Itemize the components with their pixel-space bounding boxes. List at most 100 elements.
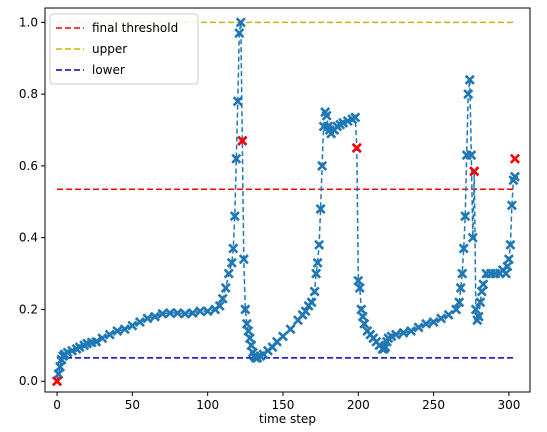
highlight-point-marker	[469, 166, 480, 177]
data-point-marker	[509, 171, 520, 182]
data-point-marker	[238, 254, 249, 265]
x-tick-label: 100	[196, 398, 219, 412]
data-point-marker	[277, 331, 289, 342]
data-point-marker	[500, 268, 511, 279]
data-point-marker	[451, 304, 462, 315]
data-point-marker	[217, 293, 228, 304]
y-tick-label: 0.4	[19, 231, 38, 245]
y-tick-label: 0.6	[19, 159, 38, 173]
data-point-marker	[240, 304, 251, 315]
data-point-marker	[195, 306, 206, 317]
data-point-marker	[443, 309, 454, 320]
data-point-marker	[306, 297, 317, 308]
data-point-marker	[390, 329, 401, 340]
legend-label: lower	[92, 63, 125, 77]
data-point-marker	[202, 306, 213, 317]
legend-box	[49, 13, 199, 85]
data-point-marker	[413, 322, 424, 333]
highlight-point-marker	[509, 153, 520, 164]
data-point-marker	[354, 282, 365, 293]
data-point-marker	[463, 89, 474, 100]
data-point-marker	[502, 261, 513, 272]
series-line	[56, 22, 516, 382]
legend-label: upper	[92, 42, 127, 56]
data-point-marker	[112, 325, 123, 337]
data-point-marker	[142, 313, 153, 324]
y-tick-label: 1.0	[19, 15, 38, 29]
data-point-marker	[180, 308, 191, 319]
highlight-point-marker	[237, 135, 248, 146]
data-point-marker	[475, 297, 486, 308]
data-point-marker	[172, 308, 183, 319]
data-point-marker	[428, 316, 439, 328]
x-tick-label: 200	[347, 398, 370, 412]
data-point-marker	[91, 336, 102, 347]
data-point-marker	[311, 268, 322, 279]
x-tick-label: 150	[272, 398, 295, 412]
data-point-marker	[97, 333, 108, 344]
data-point-marker	[458, 243, 469, 254]
data-point-marker	[476, 286, 487, 297]
plot-area	[44, 7, 531, 393]
data-point-marker	[454, 297, 465, 308]
data-point-marker	[232, 96, 243, 107]
x-tick-label: 250	[422, 398, 445, 412]
highlight-point-marker	[351, 142, 362, 154]
data-point-marker	[157, 308, 168, 319]
data-point-marker	[314, 239, 325, 250]
data-point-marker	[149, 311, 160, 322]
data-point-marker	[243, 325, 254, 337]
data-point-marker	[164, 308, 176, 319]
data-point-marker	[187, 308, 198, 319]
data-point-marker	[104, 329, 115, 340]
y-tick-label: 0.2	[19, 302, 38, 316]
data-point-marker	[460, 211, 471, 222]
data-point-marker	[398, 327, 409, 338]
data-point-marker	[119, 324, 130, 335]
x-axis-label: time step	[259, 412, 316, 426]
data-point-marker	[231, 153, 242, 164]
data-point-marker	[359, 318, 370, 329]
data-point-marker	[353, 275, 364, 286]
data-point-marker	[457, 268, 468, 279]
data-point-marker	[134, 316, 145, 328]
data-point-marker	[300, 306, 311, 317]
y-tick-label: 0.0	[19, 374, 38, 388]
x-tick-label: 300	[497, 398, 520, 412]
data-point-marker	[478, 279, 489, 290]
data-point-marker	[317, 160, 328, 171]
x-tick-label: 50	[125, 398, 140, 412]
data-point-marker	[464, 74, 475, 85]
x-tick-label: 0	[53, 398, 61, 412]
data-point-marker	[285, 324, 296, 335]
data-point-marker	[421, 318, 432, 329]
data-point-marker	[229, 211, 240, 222]
data-point-marker	[455, 282, 466, 293]
data-point-marker	[127, 320, 138, 331]
data-point-marker	[53, 369, 64, 380]
data-point-marker	[244, 333, 255, 344]
data-point-marker	[223, 268, 234, 279]
data-point-marker	[466, 150, 477, 161]
data-point-marker	[315, 203, 326, 215]
data-point-marker	[350, 112, 361, 123]
axes-frame	[44, 7, 531, 393]
x-axis: 0 50 100 150 200 250 300	[53, 392, 520, 412]
series-layer	[52, 17, 520, 387]
data-point-marker	[467, 232, 478, 243]
data-point-marker	[234, 28, 245, 39]
highlight-point-marker	[52, 376, 63, 387]
data-point-marker	[506, 200, 517, 211]
data-point-marker	[473, 311, 484, 322]
data-point-marker	[436, 313, 447, 324]
data-point-marker	[312, 257, 323, 268]
data-point-marker	[357, 311, 368, 322]
data-point-marker	[214, 300, 225, 311]
data-point-marker	[220, 282, 231, 293]
data-point-marker	[470, 304, 481, 315]
data-point-marker	[505, 239, 516, 250]
data-point-marker	[228, 243, 239, 254]
data-point-marker	[321, 110, 332, 121]
data-point-marker	[405, 325, 417, 337]
